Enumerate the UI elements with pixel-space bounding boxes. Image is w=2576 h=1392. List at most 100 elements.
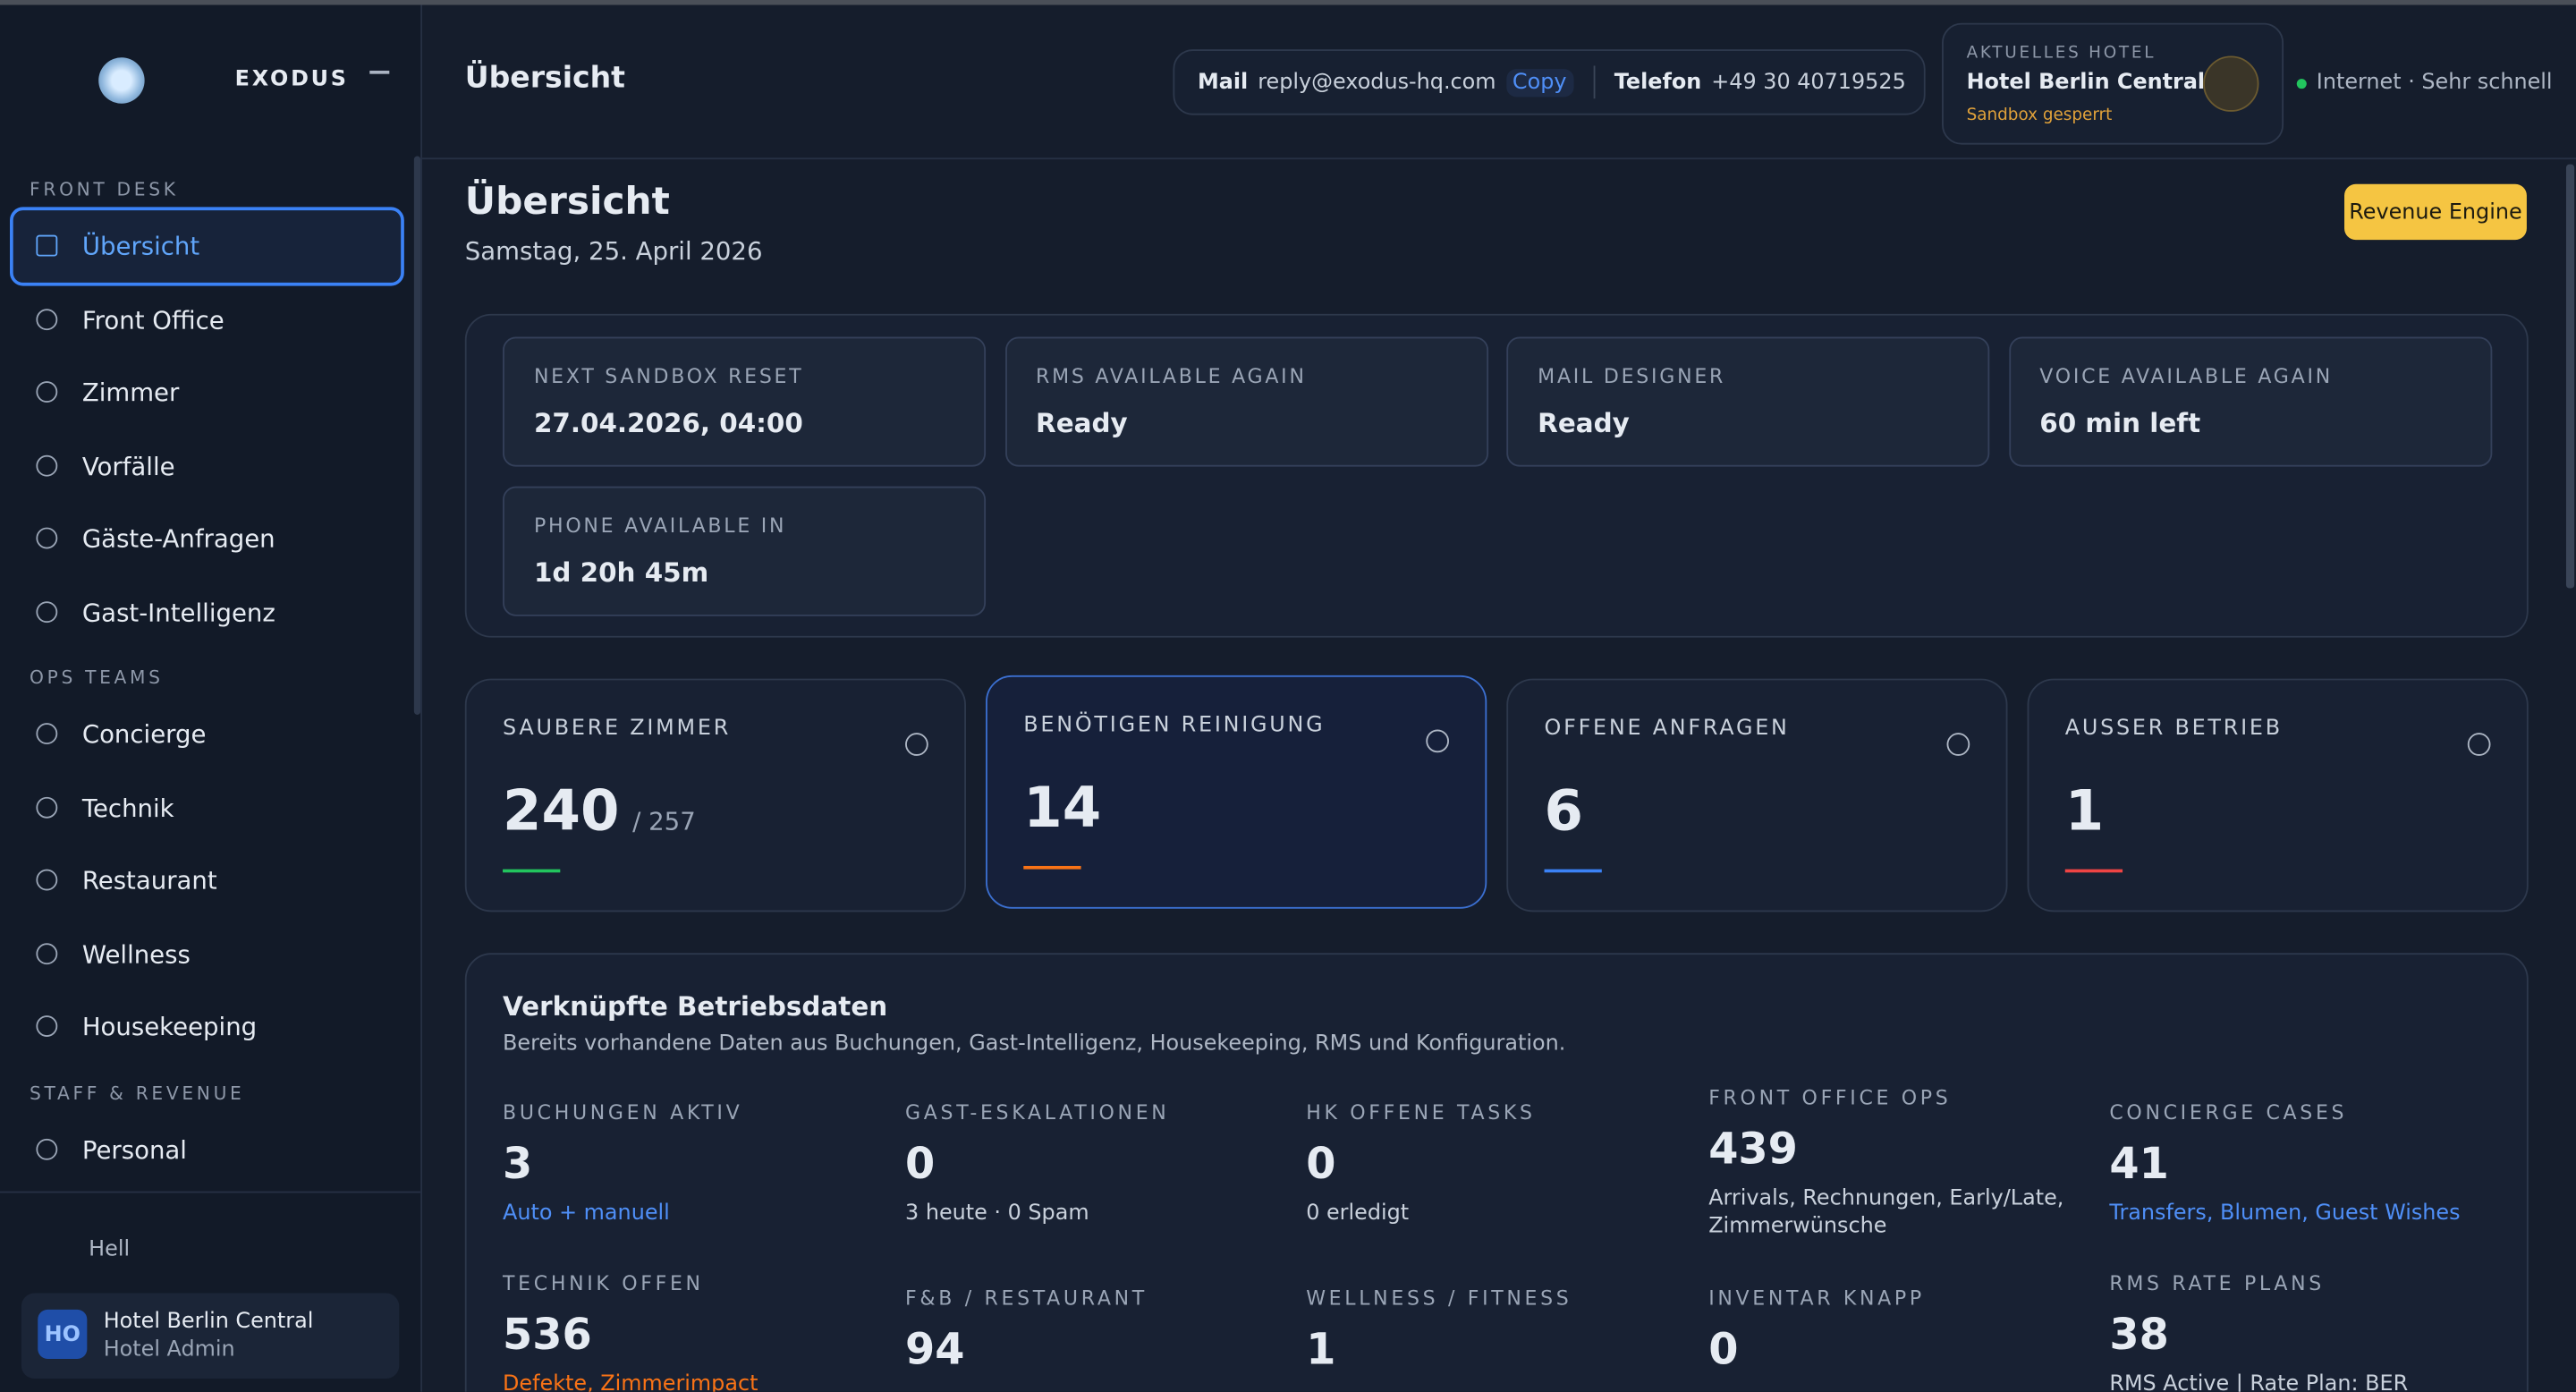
linked-subtitle: Bereits vorhandene Daten aus Buchungen, … [503, 1031, 1566, 1057]
metric-label: BUCHUNGEN AKTIV [503, 1100, 743, 1125]
page-date: Samstag, 25. April 2026 [464, 236, 763, 267]
kpi-value: 240 [503, 778, 620, 845]
nav-item[interactable]: Housekeeping [10, 988, 404, 1066]
phone: +49 30 40719525 [1711, 70, 1906, 95]
nav-item[interactable]: Personal [10, 1110, 404, 1189]
kpi-accent [503, 869, 561, 872]
metric-value: 439 [1708, 1125, 1798, 1176]
nav-icon [36, 381, 58, 403]
kpi-accent [2064, 869, 2123, 872]
revenue-button[interactable]: Revenue Engine [2344, 183, 2527, 241]
kpi-icon [2467, 733, 2491, 756]
metric-label: INVENTAR KNAPP [1708, 1286, 1925, 1310]
collapse-button[interactable] [369, 70, 390, 74]
kpi-card: BENÖTIGEN REINIGUNG 14 [986, 675, 1487, 909]
nav-icon [36, 869, 58, 891]
nav-icon [36, 1015, 58, 1037]
metric-value: 1 [1306, 1326, 1336, 1376]
user-role: Hotel Admin [103, 1337, 235, 1362]
nav-item[interactable]: Front Office [10, 280, 404, 359]
connection: Internet · Sehr schnell [2316, 70, 2553, 96]
section-title: STAFF & REVENUE [30, 1082, 245, 1104]
metric-note: 0 erledigt [1306, 1201, 1410, 1226]
nav-icon [36, 1137, 58, 1159]
metric-value: 0 [1708, 1326, 1739, 1376]
kpi-card: OFFENE ANFRAGEN 6 [1506, 678, 2008, 912]
metric-value: 94 [905, 1326, 965, 1376]
kpi-total: / 257 [632, 806, 696, 836]
section-title: OPS TEAMS [30, 666, 164, 689]
metric-value: 0 [1306, 1140, 1336, 1190]
metric-note: Defekte, Zimmerimpact [503, 1371, 758, 1392]
status-value: Ready [1538, 407, 1630, 439]
theme-toggle[interactable]: Hell [89, 1237, 131, 1262]
status-value: 60 min left [2039, 407, 2201, 439]
section-title: FRONT DESK [30, 179, 179, 201]
metric-note: 3 heute · 0 Spam [905, 1201, 1089, 1226]
nav-icon [36, 527, 58, 549]
user-card[interactable]: HO Hotel Berlin Central Hotel Admin [21, 1293, 400, 1379]
kpi-label: OFFENE ANFRAGEN [1544, 716, 1790, 742]
nav-item[interactable]: Technik [10, 768, 404, 847]
nav-icon [36, 308, 58, 330]
lock-icon [2203, 55, 2259, 112]
kpi-accent [1023, 865, 1081, 869]
kpi-label: AUSSER BETRIEB [2064, 716, 2283, 742]
status-label: MAIL DESIGNER [1538, 364, 1726, 388]
status-card: NEXT SANDBOX RESET 27.04.2026, 04:00 [503, 336, 987, 467]
status-value: 1d 20h 45m [533, 556, 709, 589]
metric-note: Transfers, Blumen, Guest Wishes [2109, 1201, 2461, 1226]
kpi-value: 1 [2064, 778, 2105, 845]
metric-value: 3 [503, 1140, 533, 1190]
nav-item[interactable]: Gast-Intelligenz [10, 573, 404, 651]
metric: BUCHUNGEN AKTIV 3 Auto + manuell [503, 1101, 880, 1227]
topbar: Übersicht Mail reply@exodus-hq.com Copy … [422, 5, 2576, 160]
metric-label: GAST-ESKALATIONEN [905, 1100, 1170, 1125]
metric-value: 38 [2109, 1311, 2169, 1361]
metric: F&B / RESTAURANT 94 [905, 1286, 1283, 1375]
nav-item[interactable]: Concierge [10, 695, 404, 774]
status-value: Ready [1036, 407, 1128, 439]
status-card: RMS AVAILABLE AGAIN Ready [1004, 336, 1488, 467]
kpi-value: 240 / 257 [503, 779, 696, 845]
linked-panel: Verknüpfte Betriebsdaten Bereits vorhand… [464, 953, 2529, 1392]
metric: CONCIERGE CASES 41 Transfers, Blumen, Gues… [2109, 1101, 2487, 1227]
logo [98, 57, 145, 104]
metric-note: Auto + manuell [503, 1201, 670, 1226]
kpi-value: 6 [1544, 778, 1584, 845]
status-value: 27.04.2026, 04:00 [533, 407, 803, 439]
status-card: VOICE AVAILABLE AGAIN 60 min left [2008, 336, 2492, 467]
kpi-card: SAUBERE ZIMMER 240 / 257 [464, 678, 967, 912]
metric-label: TECHNIK OFFEN [503, 1271, 704, 1295]
metric-label: FRONT OFFICE OPS [1708, 1086, 1952, 1109]
nav-item[interactable]: Wellness [10, 914, 404, 993]
sidebar-footer [0, 1191, 421, 1392]
nav-item[interactable]: Zimmer [10, 353, 404, 432]
scrollbar [2565, 164, 2575, 589]
kpi-icon [1426, 729, 1450, 753]
status-label: PHONE AVAILABLE IN [533, 514, 787, 538]
copy-button[interactable]: Copy [1505, 68, 1573, 97]
metric: RMS RATE PLANS 38 RMS Active | Rate Plan: … [2109, 1272, 2487, 1392]
metric: WELLNESS / FITNESS 1 [1306, 1286, 1683, 1375]
metric: INVENTAR KNAPP 0 [1708, 1286, 2086, 1375]
nav-icon [36, 600, 58, 623]
status-card: MAIL DESIGNER Ready [1506, 336, 1990, 467]
nav-item[interactable]: Übersicht [10, 207, 404, 286]
hotel-switcher[interactable]: AKTUELLES HOTEL Hotel Berlin Central San… [1942, 22, 2284, 145]
metric: TECHNIK OFFEN 536 Defekte, Zimmerimpact [503, 1272, 880, 1392]
metric: HK OFFENE TASKS 0 0 erledigt [1306, 1101, 1683, 1227]
nav-item[interactable]: Gäste-Anfragen [10, 499, 404, 578]
status-card: PHONE AVAILABLE IN 1d 20h 45m [503, 486, 987, 616]
email: reply@exodus-hq.com [1258, 70, 1496, 95]
nav-item[interactable]: Restaurant [10, 841, 404, 920]
scrollbar [413, 156, 421, 715]
metric-label: RMS RATE PLANS [2109, 1271, 2325, 1295]
page-heading: Übersicht [464, 181, 670, 224]
nav-item[interactable]: Vorfälle [10, 427, 404, 505]
status-label: RMS AVAILABLE AGAIN [1036, 364, 1307, 388]
nav-icon [36, 454, 58, 476]
hotel-name: Hotel Berlin Central [1966, 70, 2206, 96]
